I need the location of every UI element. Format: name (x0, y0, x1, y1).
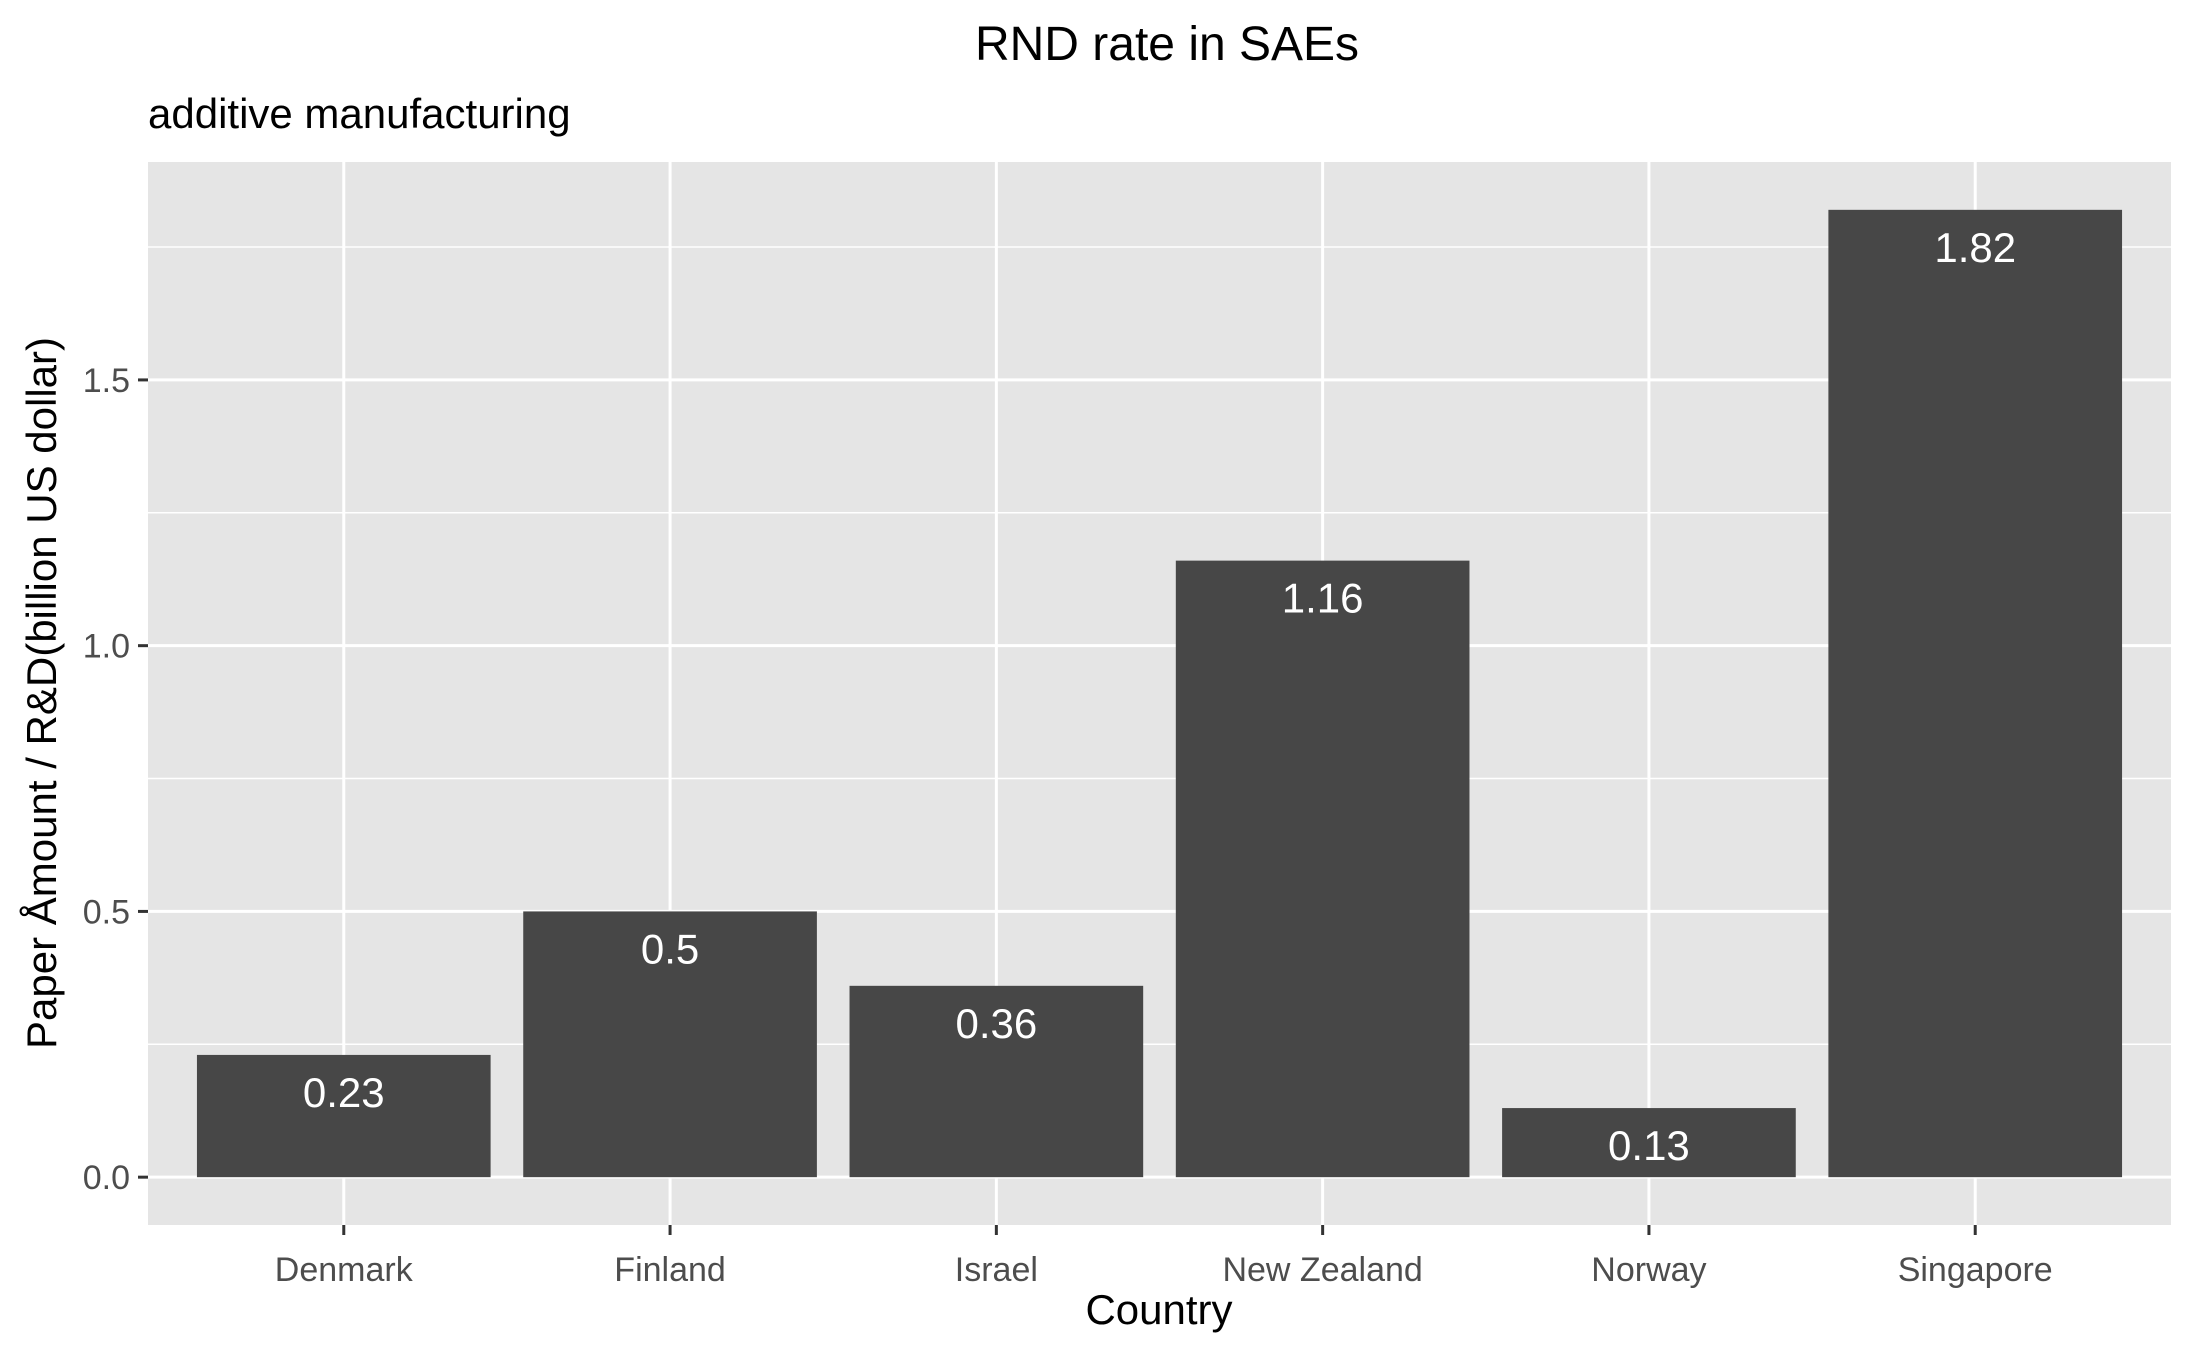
bar-norway (1502, 1108, 1796, 1178)
x-tick-label: Norway (1591, 1251, 1706, 1289)
bar-value-label: 0.5 (641, 925, 699, 972)
bar-value-label: 1.82 (1934, 224, 2016, 271)
x-tick-label: Singapore (1898, 1251, 2053, 1289)
bar-value-label: 0.13 (1608, 1122, 1690, 1169)
chart-title: RND rate in SAEs (975, 18, 1359, 71)
bar-israel (849, 985, 1144, 1178)
y-axis-title: Paper Åmount / R&D(billion US dollar) (18, 337, 65, 1049)
bar-new-zealand (1175, 560, 1470, 1178)
y-tick-label: 1.5 (83, 362, 130, 400)
y-tick-label: 0.0 (83, 1159, 130, 1197)
x-tick-label: Finland (614, 1251, 726, 1289)
bar-value-label: 0.23 (303, 1069, 385, 1116)
bars (196, 209, 2123, 1178)
x-axis-title: Country (1085, 1286, 1232, 1333)
bar-labels: 0.23 0.5 0.36 1.16 0.13 1.82 (303, 224, 2016, 1169)
y-tick-label: 1.0 (83, 628, 130, 666)
bar-denmark (196, 1054, 491, 1178)
bar-value-label: 0.36 (955, 1000, 1037, 1047)
x-tick-label: New Zealand (1222, 1251, 1422, 1289)
bar-singapore (1828, 209, 2123, 1178)
y-axis: 0.0 0.5 1.0 1.5 (83, 362, 148, 1197)
y-tick-label: 0.5 (83, 893, 130, 931)
bar-value-label: 1.16 (1282, 575, 1364, 622)
bar-finland (523, 911, 817, 1178)
x-tick-label: Denmark (275, 1251, 414, 1289)
chart-subtitle: additive manufacturing (148, 90, 571, 137)
x-axis: Denmark Finland Israel New Zealand Norway Sin… (275, 1225, 2053, 1289)
x-tick-label: Israel (955, 1251, 1038, 1289)
